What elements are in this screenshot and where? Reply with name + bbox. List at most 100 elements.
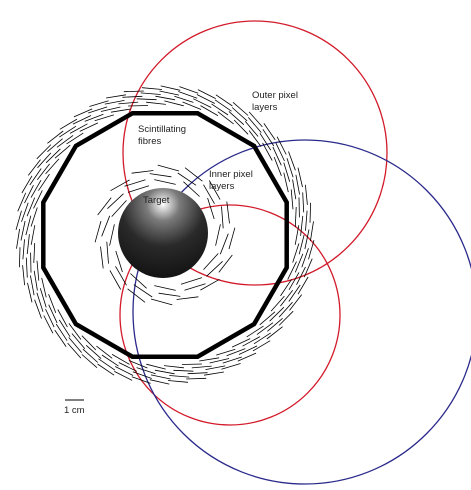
outer-pixel-ladder [215, 100, 232, 111]
outer-pixel-ladder [290, 295, 302, 311]
outer-pixel-ladder [142, 88, 162, 90]
outer-pixel-ladder [34, 243, 35, 263]
outer-pixel-ladder [31, 225, 35, 245]
inner-pixel-label: Inner pixel [209, 169, 253, 180]
outer-pixel-ladder [56, 324, 67, 341]
outer-pixel-ladder [305, 185, 307, 205]
inner-pixel-ladder [158, 165, 179, 171]
outer-pixel-ladder [80, 123, 98, 131]
outer-pixel-ladder [146, 102, 166, 104]
outer-pixel-ladder [227, 349, 246, 356]
inner-pixel-ladder [181, 278, 202, 285]
outer-pixel-ladder [253, 341, 270, 351]
outer-pixel-ladder [133, 372, 152, 379]
outer-pixel-ladder [137, 99, 157, 100]
outer-pixel-ladder [124, 91, 144, 92]
outer-pixel-ladder [310, 221, 313, 241]
scint-fibre-label-2: fibres [138, 136, 161, 147]
scale-label: 1 cm [64, 405, 85, 416]
outer-pixel-ladder [23, 265, 25, 285]
outer-pixel-ladder [279, 311, 293, 325]
inner-pixel-ladder [134, 285, 152, 297]
outer-pixel-ladder [284, 163, 290, 182]
outer-pixel-ladder [22, 203, 29, 222]
outer-pixel-ladder [151, 375, 171, 379]
inner-pixel-ladder [159, 293, 181, 296]
outer-pixel-ladder [82, 355, 97, 368]
outer-pixel-ladder [298, 168, 303, 188]
outer-pixel-ladder [155, 96, 175, 100]
outer-pixel-ladder [267, 327, 283, 339]
outer-pixel-ladder [173, 370, 193, 371]
outer-pixel-ladder [199, 358, 219, 361]
inner-pixel-ladder [220, 234, 228, 255]
outer-pixel-ladder [305, 230, 309, 250]
outer-pixel-label-2: layers [252, 102, 278, 113]
inner-pixel-ladder [102, 216, 110, 237]
outer-pixel-ladder [192, 366, 212, 368]
outer-pixel-ladder [26, 216, 31, 235]
outer-pixel-ladder [55, 330, 66, 347]
outer-pixel-ladder [174, 96, 193, 102]
outer-pixel-ladder [291, 189, 293, 209]
outer-pixel-ladder [28, 160, 40, 176]
inner-pixel-ladder [98, 198, 112, 215]
outer-pixel-ladder [49, 294, 56, 313]
outer-pixel-ladder [44, 316, 53, 334]
outer-pixel-ladder [273, 147, 281, 165]
outer-pixel-ladder [18, 193, 26, 211]
inner-pixel-ladder [130, 274, 146, 289]
outer-pixel-ladder [40, 288, 46, 307]
outer-pixel-ladder [35, 300, 42, 319]
outer-pixel-ladder [186, 378, 206, 379]
inner-pixel-ladder [178, 173, 196, 185]
outer-pixel-ladder [128, 106, 148, 107]
outer-pixel-ladder [309, 240, 315, 259]
outer-pixel-ladder [23, 239, 25, 259]
outer-pixel-ladder [188, 373, 208, 374]
outer-pixel-ladder [137, 368, 156, 374]
outer-pixel-ladder [150, 380, 170, 384]
outer-pixel-ladder [277, 137, 286, 155]
outer-pixel-ladder [249, 112, 262, 127]
inner-pixel-ladder [154, 180, 175, 185]
outer-pixel-ladder [288, 262, 297, 280]
outer-pixel-ladder [17, 229, 20, 249]
outer-pixel-ladder [248, 117, 261, 132]
outer-pixel-ladder [141, 93, 161, 95]
inner-pixel-label-2: layers [209, 181, 235, 192]
inner-pixel-ladder [151, 299, 172, 305]
outer-pixel-ladder [83, 349, 98, 362]
outer-pixel-ladder [30, 276, 34, 296]
outer-pixel-ladder [160, 91, 180, 95]
outer-pixel-ladder [46, 309, 55, 327]
outer-pixel-ladder [95, 115, 114, 121]
outer-pixel-ladder [274, 157, 281, 176]
outer-pixel-ladder [27, 198, 35, 217]
outer-pixel-ladder [28, 283, 33, 303]
outer-pixel-ladder [146, 364, 165, 369]
target-label: Target [143, 195, 170, 206]
inner-pixel-ladder [110, 224, 115, 245]
outer-pixel-ladder [21, 221, 25, 241]
scint-fibre-label: Scintillating [138, 124, 186, 135]
outer-pixel-ladder [99, 359, 116, 370]
outer-pixel-ladder [169, 376, 189, 378]
outer-pixel-ladder [88, 107, 107, 113]
outer-pixel-ladder [179, 87, 198, 94]
outer-pixel-ladder [31, 208, 37, 227]
outer-pixel-ladder [37, 261, 39, 281]
outer-pixel-ladder [155, 370, 175, 374]
inner-pixel-ladder [101, 247, 104, 269]
outer-pixel-ladder [296, 175, 300, 195]
outer-pixel-ladder [178, 92, 197, 99]
outer-pixel-ladder [164, 366, 184, 368]
outer-pixel-ladder [60, 119, 77, 129]
inner-pixel-ladder [132, 171, 154, 174]
inner-pixel-ladder [95, 221, 101, 242]
outer-pixel-ladder [303, 192, 304, 212]
outer-pixel-ladder [289, 152, 296, 171]
outer-pixel-ladder [306, 211, 308, 231]
